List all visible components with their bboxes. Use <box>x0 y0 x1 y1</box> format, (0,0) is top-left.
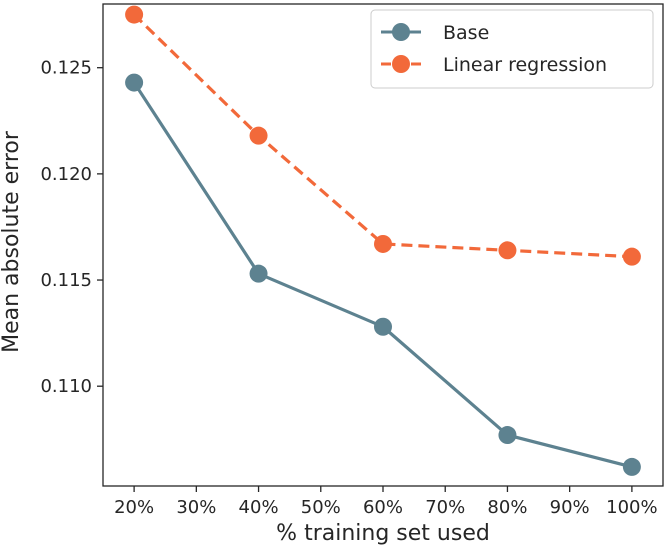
x-tick-label: 100% <box>606 497 657 518</box>
x-tick-label: 70% <box>425 497 465 518</box>
data-point-linear-regression <box>125 5 144 24</box>
data-point-linear-regression <box>374 234 392 253</box>
series-layer <box>125 5 641 476</box>
data-point-linear-regression <box>249 126 268 145</box>
series-line-base <box>132 81 633 469</box>
y-tick-label: 0.110 <box>40 376 92 397</box>
legend-marker-base <box>392 23 410 41</box>
data-point-base <box>125 73 144 92</box>
data-point-base <box>622 457 641 476</box>
x-tick-label: 60% <box>363 497 403 518</box>
x-axis-label: % training set used <box>276 521 490 546</box>
data-point-base <box>249 264 268 283</box>
legend-frame <box>370 9 654 89</box>
x-tick-label: 20% <box>114 497 154 518</box>
legend-marker-linear-regression <box>392 55 410 73</box>
y-tick-label: 0.120 <box>40 164 92 185</box>
legend-label-linear-regression: Linear regression <box>443 54 607 76</box>
x-axis-ticks: 20% 30% 40% 50% 60% 70% 80% 90% 100% <box>114 486 658 518</box>
legend: Base Linear regression <box>370 9 654 89</box>
legend-label-base: Base <box>443 22 489 44</box>
y-axis-ticks: 0.110 0.115 0.120 0.125 <box>40 58 103 397</box>
y-tick-label: 0.115 <box>40 270 92 291</box>
x-tick-label: 80% <box>487 497 527 518</box>
y-tick-label: 0.125 <box>40 58 92 79</box>
data-point-base <box>374 317 392 336</box>
x-tick-label: 30% <box>176 497 216 518</box>
x-tick-label: 90% <box>550 497 590 518</box>
data-point-linear-regression <box>622 247 641 266</box>
data-point-linear-regression <box>498 241 517 260</box>
data-point-base <box>498 426 517 445</box>
x-tick-label: 40% <box>239 497 279 518</box>
x-tick-label: 50% <box>301 497 341 518</box>
plot-frame <box>102 3 664 487</box>
y-axis-label: Mean absolute error <box>0 130 24 353</box>
